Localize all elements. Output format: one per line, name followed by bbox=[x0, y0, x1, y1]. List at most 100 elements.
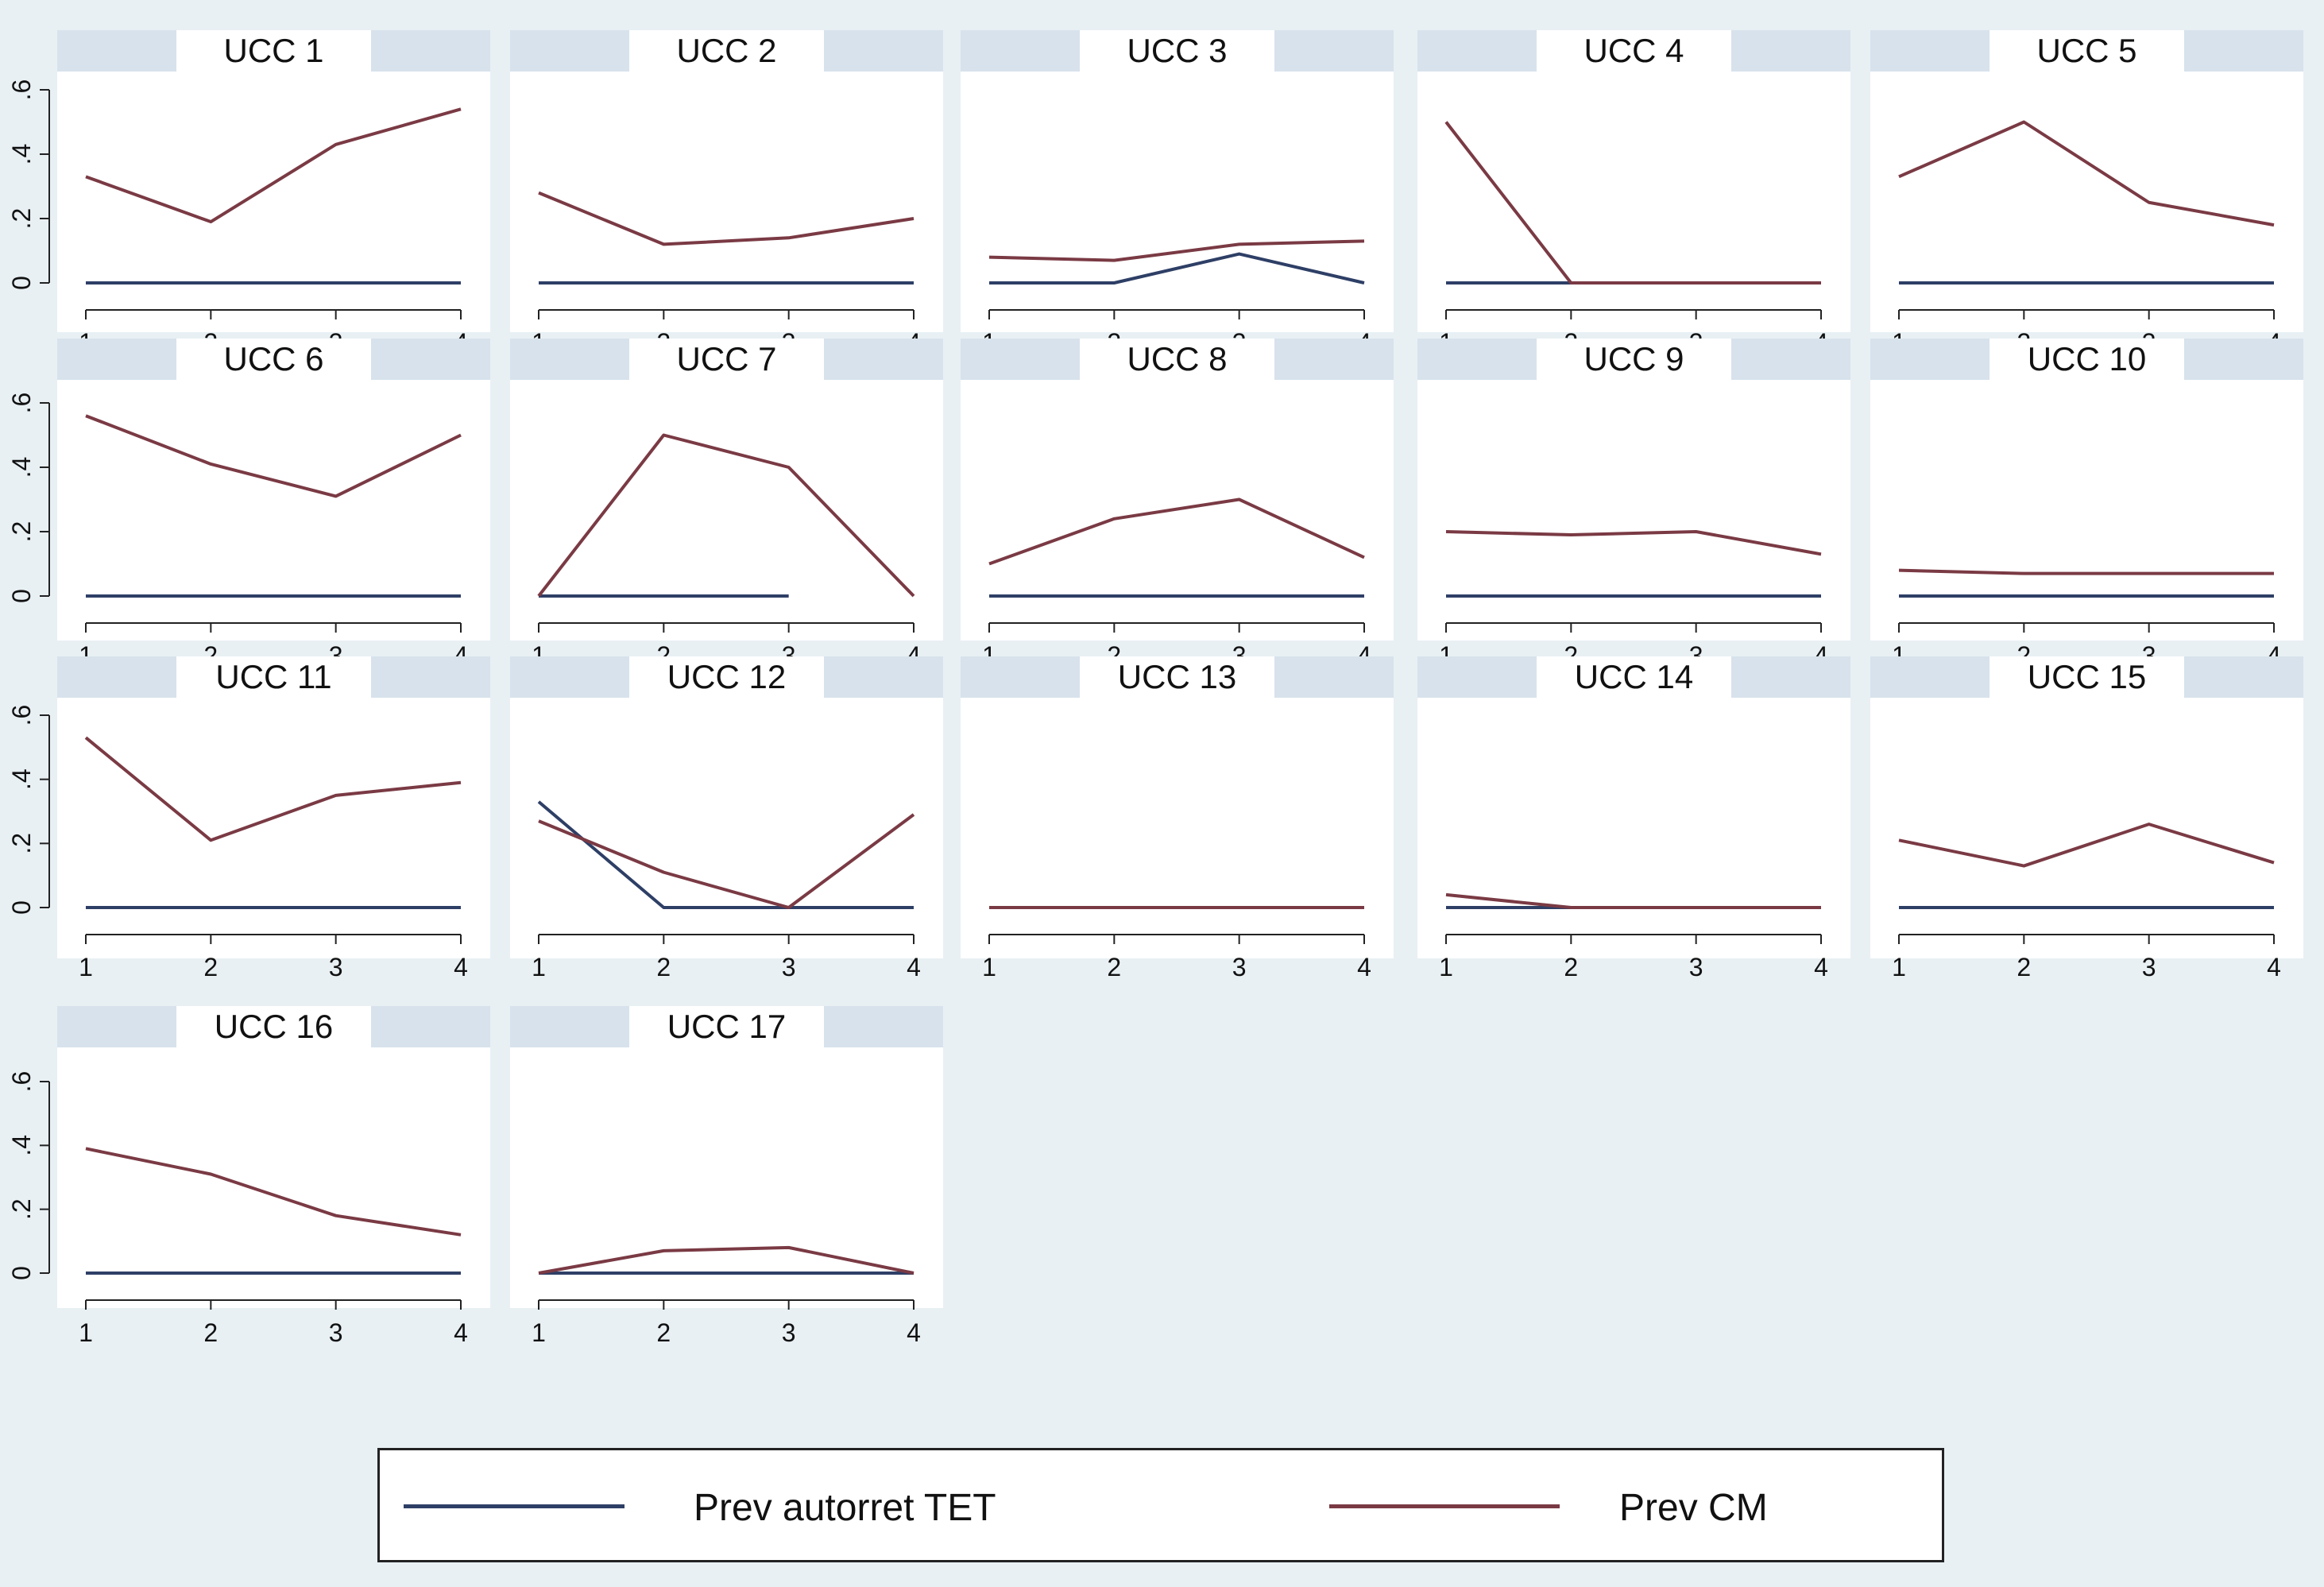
panel-title: UCC 15 bbox=[2028, 658, 2146, 695]
panel-background bbox=[1417, 656, 1850, 958]
panel-strip-left bbox=[57, 656, 176, 698]
x-tick-label: 2 bbox=[656, 953, 671, 981]
panel-background bbox=[1870, 30, 2303, 332]
panel-strip-right bbox=[371, 656, 490, 698]
panel-title: UCC 3 bbox=[1127, 32, 1227, 69]
panel-strip-left bbox=[57, 30, 176, 72]
x-tick-label: 1 bbox=[1892, 953, 1906, 981]
panel-title: UCC 17 bbox=[667, 1008, 786, 1045]
panel-title: UCC 11 bbox=[215, 658, 331, 695]
x-tick-label: 3 bbox=[2142, 953, 2156, 981]
panel-ucc-13: UCC 13 1 2 3 4 bbox=[961, 656, 1394, 981]
x-tick-label: 3 bbox=[329, 953, 343, 981]
panel-ucc-10: UCC 101 2 3 4 bbox=[1870, 339, 2303, 670]
x-tick-label: 3 bbox=[1232, 953, 1247, 981]
y-tick-label: 0 bbox=[7, 589, 36, 603]
panel-strip-right bbox=[1274, 30, 1394, 72]
panel-strip-left bbox=[961, 30, 1080, 72]
panel-background bbox=[1417, 339, 1850, 641]
x-tick-label: 1 bbox=[532, 953, 546, 981]
panel-ucc-9: UCC 91 2 3 4 bbox=[1417, 339, 1850, 670]
y-tick-label: .6 bbox=[7, 79, 36, 101]
series-line-cm bbox=[85, 107, 462, 224]
panel-strip-right bbox=[1274, 339, 1394, 380]
series-line-cm bbox=[85, 414, 462, 498]
panel-ucc-17: UCC 17 1 2 3 4 bbox=[510, 1006, 943, 1347]
panel-strip-left bbox=[1417, 30, 1537, 72]
x-tick-label: 3 bbox=[1689, 953, 1703, 981]
series-line-cm bbox=[1444, 121, 1821, 284]
panel-title: UCC 10 bbox=[2028, 340, 2146, 377]
y-tick-label: .4 bbox=[7, 144, 36, 165]
panel-strip-right bbox=[1731, 339, 1850, 380]
series-line-cm bbox=[988, 497, 1365, 566]
panel-title: UCC 13 bbox=[1118, 658, 1236, 695]
y-tick-label: .4 bbox=[7, 457, 36, 478]
panel-background bbox=[510, 1006, 943, 1308]
x-tick-label: 3 bbox=[782, 953, 796, 981]
legend-label-cm: Prev CM bbox=[1619, 1487, 1768, 1529]
series-line-cm bbox=[538, 1245, 915, 1275]
panel-strip-right bbox=[1274, 656, 1394, 698]
panel-strip-right bbox=[824, 30, 943, 72]
panel-strip-left bbox=[510, 656, 629, 698]
x-tick-label: 4 bbox=[1357, 953, 1371, 981]
panel-ucc-8: UCC 81 2 3 4 bbox=[961, 339, 1394, 670]
panel-background bbox=[1870, 656, 2303, 958]
legend-label-tet: Prev autorret TET bbox=[694, 1487, 996, 1529]
panel-ucc-12: UCC 12 1 2 3 4 bbox=[510, 656, 943, 981]
x-tick-label: 2 bbox=[203, 953, 218, 981]
panel-strip-right bbox=[1731, 656, 1850, 698]
series-line-tet bbox=[989, 252, 1365, 284]
x-tick-label: 4 bbox=[454, 1318, 468, 1347]
x-tick-label: 1 bbox=[982, 953, 996, 981]
panel-ucc-11: UCC 11 1 2 3 4 0 .2 .4 .6 bbox=[7, 656, 490, 981]
series-line-cm bbox=[1445, 892, 1821, 909]
panel-background bbox=[57, 656, 490, 958]
panel-background bbox=[961, 656, 1394, 958]
x-tick-label: 3 bbox=[329, 1318, 343, 1347]
panel-strip-left bbox=[57, 1006, 176, 1047]
panel-strip-right bbox=[2184, 656, 2303, 698]
panel-title: UCC 7 bbox=[676, 340, 776, 377]
panel-title: UCC 8 bbox=[1127, 340, 1227, 377]
panel-strip-left bbox=[57, 339, 176, 380]
panel-strip-left bbox=[1870, 656, 1990, 698]
series-line-cm bbox=[1445, 530, 1822, 556]
y-tick-label: .2 bbox=[7, 1198, 36, 1220]
panel-background bbox=[510, 30, 943, 332]
y-tick-label: .2 bbox=[7, 833, 36, 854]
panel-strip-right bbox=[371, 1006, 490, 1047]
series-line-cm bbox=[538, 191, 915, 246]
panel-strip-right bbox=[2184, 30, 2303, 72]
panel-title: UCC 14 bbox=[1575, 658, 1693, 695]
panel-title: UCC 1 bbox=[223, 32, 323, 69]
y-tick-label: .6 bbox=[7, 705, 36, 726]
x-tick-label: 2 bbox=[2017, 953, 2031, 981]
panel-title: UCC 4 bbox=[1583, 32, 1684, 69]
panel-background bbox=[510, 339, 943, 641]
panel-background bbox=[961, 339, 1394, 641]
x-tick-label: 4 bbox=[454, 953, 468, 981]
x-tick-label: 2 bbox=[203, 1318, 218, 1347]
series-line-cm bbox=[988, 239, 1365, 262]
x-tick-label: 4 bbox=[2267, 953, 2281, 981]
y-tick-label: 0 bbox=[7, 276, 36, 290]
panel-background bbox=[510, 656, 943, 958]
panel-ucc-16: UCC 16 1 2 3 4 0 .2 .4 .6 bbox=[7, 1006, 490, 1347]
panel-ucc-14: UCC 14 1 2 3 4 bbox=[1417, 656, 1850, 981]
panel-strip-left bbox=[961, 339, 1080, 380]
panel-strip-left bbox=[1417, 339, 1537, 380]
series-line-cm bbox=[537, 433, 915, 598]
y-tick-label: .6 bbox=[7, 393, 36, 414]
panel-strip-left bbox=[961, 656, 1080, 698]
panel-strip-right bbox=[824, 656, 943, 698]
panel-background bbox=[57, 339, 490, 641]
x-tick-label: 4 bbox=[907, 1318, 921, 1347]
y-tick-label: .4 bbox=[7, 768, 36, 790]
x-tick-label: 2 bbox=[1107, 953, 1121, 981]
